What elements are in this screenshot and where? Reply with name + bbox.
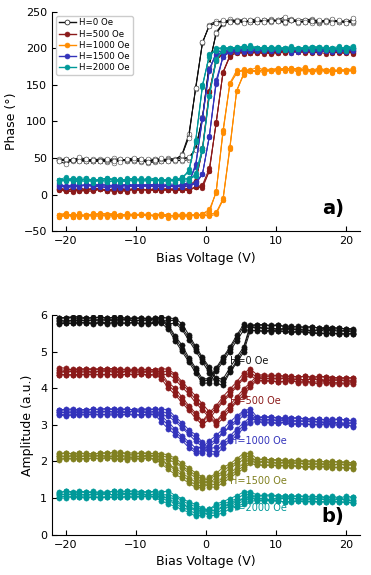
X-axis label: Bias Voltage (V): Bias Voltage (V): [156, 555, 256, 568]
Y-axis label: Amplitude (a.u.): Amplitude (a.u.): [22, 374, 35, 476]
X-axis label: Bias Voltage (V): Bias Voltage (V): [156, 252, 256, 264]
Text: H=500 Oe: H=500 Oe: [230, 396, 281, 406]
Legend: H=0 Oe, H=500 Oe, H=1000 Oe, H=1500 Oe, H=2000 Oe: H=0 Oe, H=500 Oe, H=1000 Oe, H=1500 Oe, …: [56, 16, 133, 75]
Text: H=1000 Oe: H=1000 Oe: [230, 436, 287, 446]
Text: b): b): [322, 507, 345, 526]
Text: H=2000 Oe: H=2000 Oe: [230, 503, 287, 513]
Y-axis label: Phase (°): Phase (°): [5, 93, 18, 150]
Text: H=1500 Oe: H=1500 Oe: [230, 476, 287, 485]
Text: a): a): [322, 199, 345, 218]
Text: H=0 Oe: H=0 Oe: [230, 356, 269, 366]
